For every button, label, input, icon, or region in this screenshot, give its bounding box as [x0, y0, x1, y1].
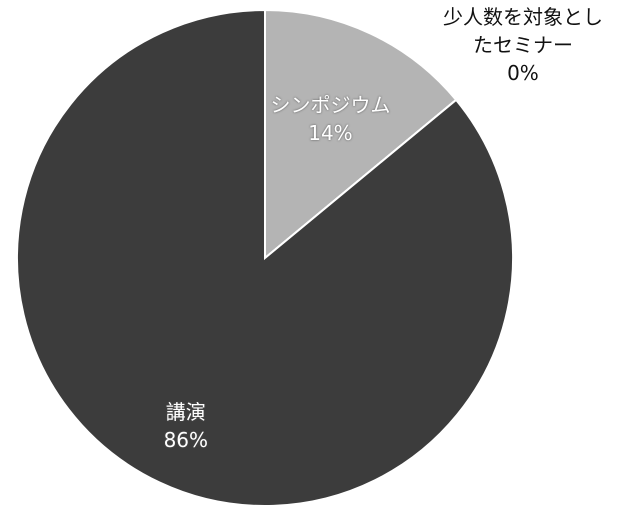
slice-label: 講演 86% — [164, 398, 208, 454]
label-category: 少人数を対象としたセミナー — [442, 4, 603, 57]
label-category: 講演 — [165, 400, 206, 425]
slice-label: シンポジウム 14% — [270, 91, 390, 147]
label-category: シンポジウム — [270, 92, 391, 117]
label-value: 0% — [507, 60, 539, 85]
label-value: 86% — [163, 428, 209, 453]
slice-label: 少人数を対象としたセミナー 0% — [438, 3, 608, 87]
label-value: 14% — [308, 120, 353, 145]
pie-slice — [264, 8, 458, 261]
pie-slice — [16, 8, 514, 507]
